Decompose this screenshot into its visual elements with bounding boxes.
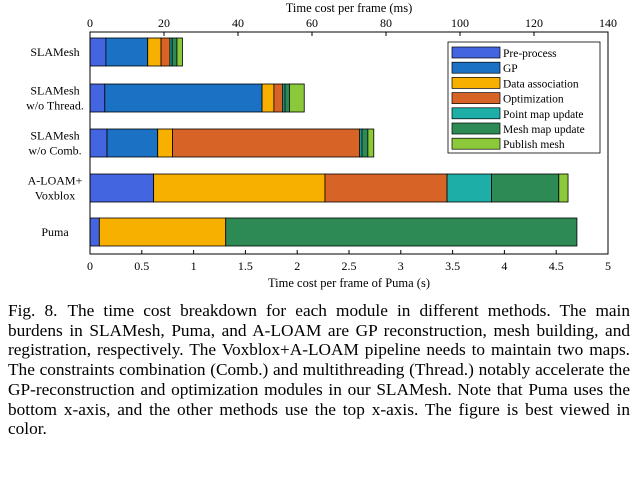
top-tick-label: 80	[380, 16, 392, 30]
bar-segment-gp	[106, 128, 159, 158]
top-axis-ticks: 0 20 40 60 80 100 120 140	[87, 16, 617, 36]
bar-segment-publish-mesh	[558, 173, 569, 203]
bottom-tick-label: 3	[398, 259, 404, 273]
bar-segment-publish-mesh	[176, 37, 183, 67]
bar-segment-optimization	[273, 83, 284, 113]
bar-segment-publish-mesh	[367, 128, 375, 158]
bar-segment-publish-mesh	[289, 83, 305, 113]
category-label: A-LOAM+	[28, 174, 83, 188]
legend-label: Data association	[503, 78, 579, 90]
top-tick-label: 20	[158, 16, 170, 30]
figure-caption: Fig. 8. The time cost breakdown for each …	[8, 301, 630, 439]
bar-segment-optimization	[172, 128, 361, 158]
bottom-axis-label: Time cost per frame of Puma (s)	[268, 276, 430, 290]
bar-segment-data-association	[153, 173, 326, 203]
bar-segment-mesh-map-update	[284, 83, 290, 113]
legend-swatch	[451, 137, 501, 150]
bar-segment-gp	[105, 37, 149, 67]
legend-swatch	[451, 61, 501, 74]
bar-segment-data-association	[147, 37, 162, 67]
category-label: w/o Comb.	[28, 144, 81, 158]
bottom-tick-label: 2.5	[342, 259, 357, 273]
bottom-tick-label: 0	[87, 259, 93, 273]
category-label: SLAMesh	[30, 45, 79, 59]
bottom-tick-label: 3.5	[445, 259, 460, 273]
top-tick-label: 100	[451, 16, 469, 30]
bottom-tick-label: 1.5	[238, 259, 253, 273]
legend-swatch	[451, 77, 501, 89]
category-label: Puma	[41, 225, 69, 239]
legend-swatch	[451, 107, 501, 120]
category-label: SLAMesh	[30, 129, 79, 143]
bottom-tick-label: 2	[294, 259, 300, 273]
bar-segment-pre-process	[89, 217, 100, 247]
bar-segment-point-map-update	[446, 173, 492, 203]
legend-label: Publish mesh	[503, 139, 565, 151]
bottom-tick-label: 4.5	[549, 259, 564, 273]
bar-segment-pre-process	[89, 128, 108, 158]
bottom-tick-label: 1	[191, 259, 197, 273]
bar-segment-optimization	[160, 37, 171, 67]
legend-label: GP	[503, 63, 518, 75]
bar-area	[89, 37, 578, 247]
legend-label: Pre-process	[503, 48, 557, 60]
legend-swatch	[451, 92, 501, 104]
bar-segment-mesh-map-update	[171, 37, 178, 67]
legend-swatch	[451, 46, 501, 59]
top-tick-label: 0	[87, 16, 93, 30]
category-label: Voxblox	[35, 189, 75, 203]
caption-label: Fig. 8.	[8, 301, 58, 320]
caption-text: The time cost breakdown for each module …	[8, 301, 630, 439]
bar-segment-data-association	[261, 83, 275, 113]
bar-segment-data-association	[98, 217, 227, 247]
time-cost-chart: Time cost per frame (ms) 0 20 40 60 80 100 120…	[26, 1, 617, 290]
bar-segment-mesh-map-update	[361, 128, 369, 158]
bottom-tick-label: 0.5	[134, 259, 149, 273]
legend-label: Point map update	[503, 109, 584, 121]
bar-segment-mesh-map-update	[491, 173, 560, 203]
category-label: SLAMesh	[30, 84, 79, 98]
bar-segment-pre-process	[89, 173, 155, 203]
top-tick-label: 140	[599, 16, 617, 30]
bar-segment-pre-process	[89, 83, 106, 113]
bottom-axis-ticks: 0 0.5 1 1.5 2 2.5 3 3.5 4 4.5 5	[87, 250, 611, 273]
top-tick-label: 40	[232, 16, 244, 30]
bottom-tick-label: 4	[501, 259, 507, 273]
category-label: w/o Thread.	[26, 99, 84, 113]
bottom-tick-label: 5	[605, 259, 611, 273]
top-axis-label: Time cost per frame (ms)	[286, 1, 413, 15]
top-tick-label: 60	[306, 16, 318, 30]
legend-label: Mesh map update	[503, 124, 585, 136]
legend-swatch	[451, 122, 501, 135]
bar-segment-data-association	[157, 128, 173, 158]
bar-segment-optimization	[324, 173, 448, 203]
bar-segment-pre-process	[89, 37, 107, 67]
top-tick-label: 120	[525, 16, 543, 30]
bar-segment-gp	[104, 83, 263, 113]
bar-segment-mesh-map-update	[225, 217, 578, 247]
legend-label: Optimization	[503, 94, 564, 106]
legend: Pre-process GP Data association Optimizatio…	[447, 41, 601, 154]
